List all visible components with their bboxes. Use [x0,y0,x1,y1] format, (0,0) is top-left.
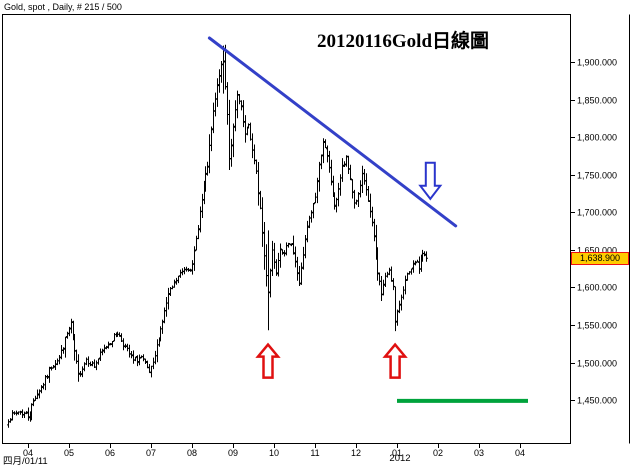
month-tick-label: 11 [310,448,319,458]
month-tick-label: 01 [392,448,402,458]
month-tick-label: 04 [23,448,33,458]
month-tick-label: 12 [351,448,361,458]
price-tick-label: 1,800.000 [577,133,617,143]
year-label: 2012 [389,453,411,464]
start-date-label: 四月/01/11 [3,456,48,467]
down-arrow-icon[interactable] [418,161,443,201]
ohlc-bars [7,44,428,428]
price-tick-label: 1,550.000 [577,321,617,331]
price-tick-label: 1,500.000 [577,359,617,369]
price-axis: 1,900.000 1,850.000 1,800.000 1,750.000 1,70… [570,58,617,406]
time-axis: 04 05 06 07 08 09 10 11 12 01 02 03 04 [23,443,525,458]
month-tick-label: 08 [187,448,197,458]
month-tick-label: 06 [105,448,115,458]
price-tick-label: 1,450.000 [577,396,617,406]
price-tick-label: 1,650.000 [577,246,617,256]
price-tick-label: 1,850.000 [577,96,617,106]
month-tick-label: 09 [228,448,238,458]
up-arrow-icon-1[interactable] [255,342,281,379]
month-tick-label: 04 [515,448,525,458]
month-tick-label: 07 [146,448,156,458]
plot-border [2,14,571,444]
month-tick-label: 02 [433,448,443,458]
price-tick-label: 1,600.000 [577,283,617,293]
up-arrow-icon-2[interactable] [382,342,408,379]
chart-title: 20120116Gold日線圖 [316,31,490,52]
month-tick-label: 10 [269,448,279,458]
instrument-label: Gold, spot , Daily, # 215 / 500 [4,2,122,12]
month-tick-label: 05 [64,448,74,458]
month-tick-label: 03 [474,448,484,458]
last-price-tag: 1,638.900 [571,252,629,265]
price-tick-label: 1,750.000 [577,171,617,181]
price-tick-label: 1,900.000 [577,58,617,68]
price-tick-label: 1,700.000 [577,208,617,218]
resistance-trendline[interactable] [207,36,458,228]
